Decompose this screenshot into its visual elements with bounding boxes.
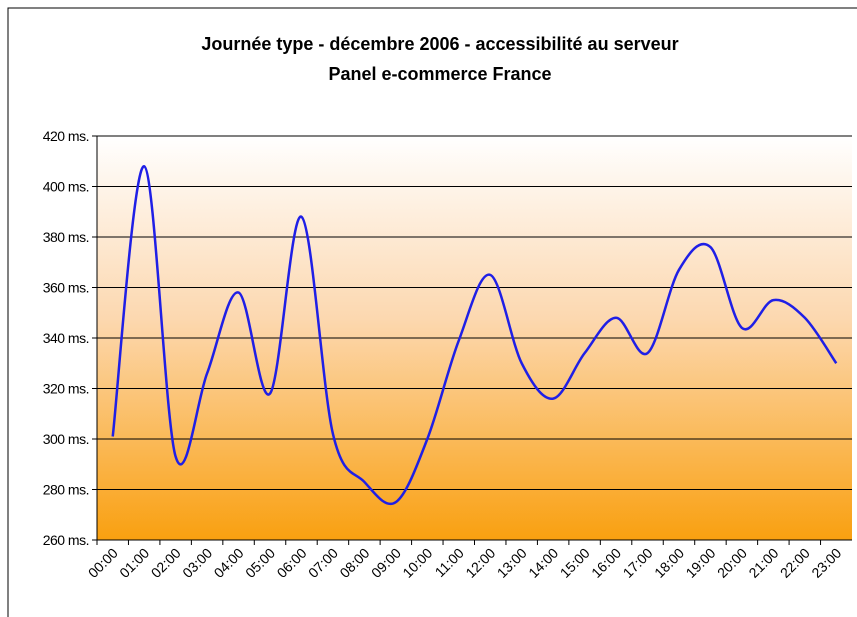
y-tick-label: 260 ms. [43, 532, 89, 548]
y-tick-label: 320 ms. [43, 381, 89, 397]
y-tick-label: 340 ms. [43, 330, 89, 346]
y-tick-label: 380 ms. [43, 229, 89, 245]
y-tick-label: 300 ms. [43, 431, 89, 447]
y-tick-label: 420 ms. [43, 128, 89, 144]
line-series [111, 165, 838, 506]
chart-subtitle: Panel e-commerce France [328, 64, 551, 84]
chart-title: Journée type - décembre 2006 - accessibi… [201, 34, 678, 54]
y-tick-label: 400 ms. [43, 179, 89, 195]
y-tick-label: 280 ms. [43, 482, 89, 498]
y-tick-label: 360 ms. [43, 280, 89, 296]
